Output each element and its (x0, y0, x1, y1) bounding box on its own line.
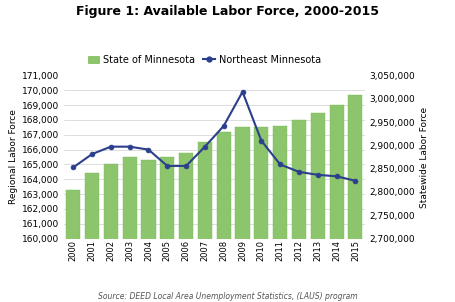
Text: Figure 1: Available Labor Force, 2000-2015: Figure 1: Available Labor Force, 2000-20… (76, 5, 379, 18)
Northeast Minnesota (71, 165, 76, 169)
Bar (197, 142, 212, 302)
Northeast Minnesota (239, 90, 245, 94)
Northeast Minnesota (164, 164, 170, 168)
Northeast Minnesota (258, 139, 263, 143)
Bar (291, 120, 305, 302)
Bar (66, 190, 80, 302)
Y-axis label: Statewide Labor Force: Statewide Labor Force (419, 107, 428, 207)
Northeast Minnesota (277, 163, 282, 166)
Bar (85, 173, 99, 302)
Bar (310, 113, 324, 302)
Bar (141, 160, 155, 302)
Northeast Minnesota (202, 145, 207, 149)
Northeast Minnesota (296, 170, 301, 174)
Northeast Minnesota (221, 124, 226, 128)
Text: Source: DEED Local Area Unemployment Statistics, (LAUS) program: Source: DEED Local Area Unemployment Sta… (98, 292, 357, 301)
Bar (273, 126, 287, 302)
Northeast Minnesota (183, 164, 188, 168)
Northeast Minnesota (333, 175, 339, 178)
Northeast Minnesota (314, 173, 320, 177)
Bar (254, 127, 268, 302)
Northeast Minnesota (352, 179, 357, 183)
Bar (348, 95, 362, 302)
Bar (122, 157, 136, 302)
Y-axis label: Regional Labor Force: Regional Labor Force (9, 110, 18, 204)
Bar (160, 157, 174, 302)
Bar (235, 127, 249, 302)
Bar (329, 105, 343, 302)
Northeast Minnesota (126, 145, 132, 149)
Northeast Minnesota (89, 152, 95, 156)
Northeast Minnesota (146, 148, 151, 151)
Legend: State of Minnesota, Northeast Minnesota: State of Minnesota, Northeast Minnesota (84, 51, 324, 69)
Northeast Minnesota (108, 145, 113, 149)
Line: Northeast Minnesota: Northeast Minnesota (71, 89, 357, 183)
Bar (104, 165, 118, 302)
Bar (216, 132, 230, 302)
Bar (179, 153, 193, 302)
